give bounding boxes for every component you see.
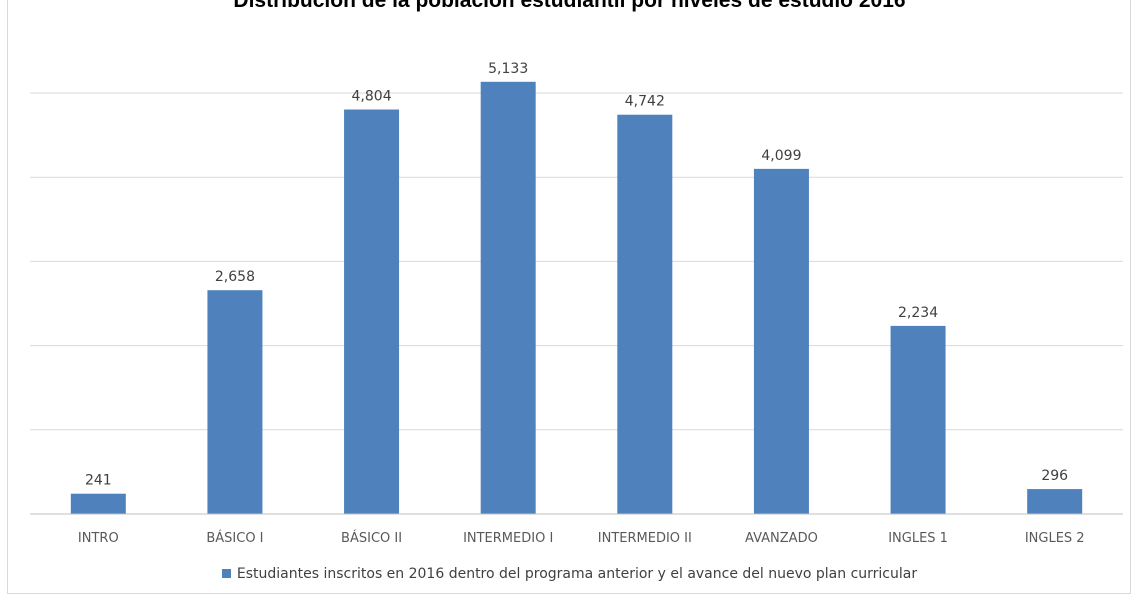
- data-labels: 241 2,658 4,804 5,133 4,742 4,099 2,234 296: [85, 61, 1068, 489]
- x-tick-label: INGLES 2: [1025, 531, 1085, 546]
- x-tick-label: INTERMEDIO II: [598, 531, 692, 546]
- bars: [70, 81, 1083, 515]
- legend-swatch: [221, 569, 231, 578]
- data-label: 4,099: [761, 148, 801, 164]
- x-tick-label: INGLES 1: [888, 531, 948, 546]
- bar: [1027, 489, 1083, 514]
- bar: [344, 109, 400, 514]
- data-label: 5,133: [488, 61, 528, 77]
- gridlines: [30, 92, 1123, 431]
- bar: [480, 81, 536, 515]
- data-label: 4,804: [352, 89, 392, 105]
- data-label: 4,742: [625, 94, 665, 110]
- x-tick-label: INTERMEDIO I: [463, 531, 553, 546]
- bar: [207, 290, 263, 514]
- chart-frame: [7, 0, 1131, 594]
- x-tick-label: AVANZADO: [745, 531, 818, 546]
- data-label: 2,234: [898, 305, 938, 321]
- data-label: 296: [1041, 468, 1068, 484]
- x-tick-label: BÁSICO I: [206, 530, 263, 546]
- bar: [617, 114, 673, 514]
- x-axis-tick-labels: INTRO BÁSICO I BÁSICO II INTERMEDIO I INTERM…: [78, 530, 1085, 546]
- legend-label: Estudiantes inscritos en 2016 dentro del…: [236, 566, 918, 582]
- legend: Estudiantes inscritos en 2016 dentro del…: [0, 566, 1139, 582]
- chart-title: Distribución de la población estudiantil…: [233, 0, 906, 12]
- x-tick-label: INTRO: [78, 531, 119, 546]
- bar: [70, 493, 126, 514]
- data-label: 241: [85, 473, 112, 489]
- x-tick-label: BÁSICO II: [341, 530, 402, 546]
- bar: [890, 325, 946, 514]
- bar: [753, 168, 809, 514]
- data-label: 2,658: [215, 269, 255, 285]
